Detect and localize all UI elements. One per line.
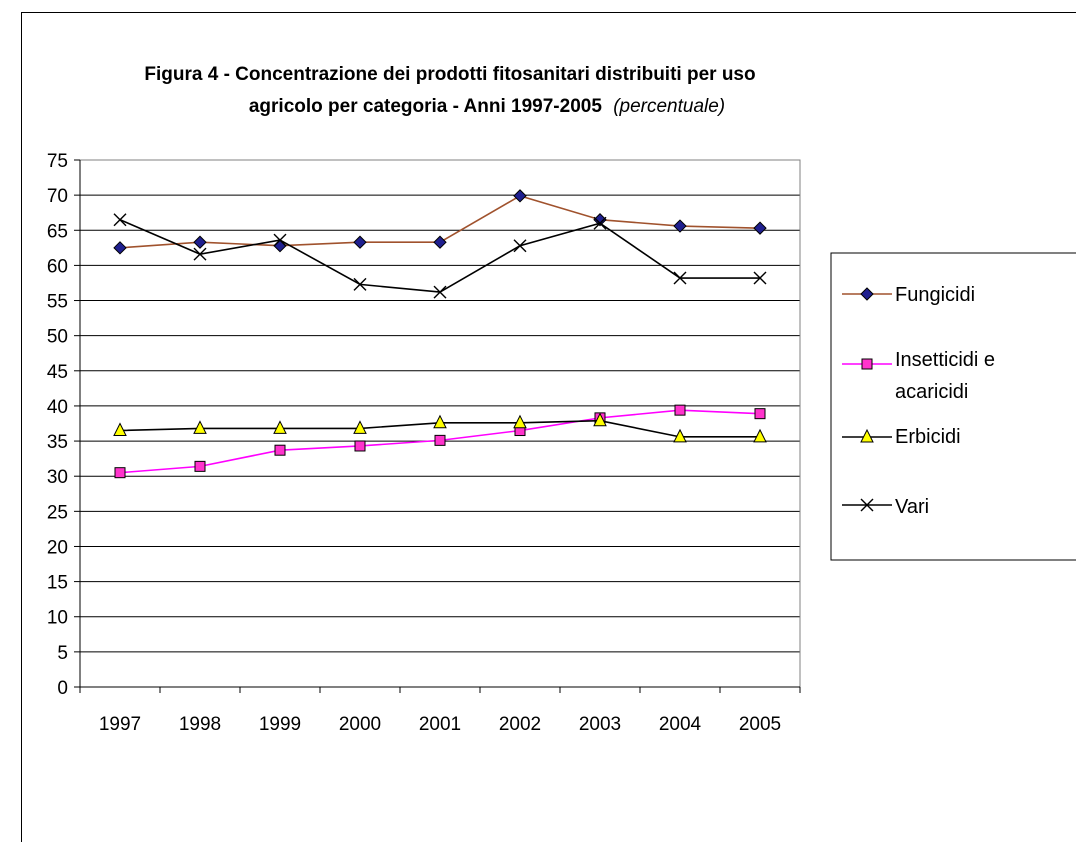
point-erbicidi-2005 — [753, 428, 767, 443]
point-insetticidi-e-acaricidi-1997 — [114, 467, 126, 479]
x-tick-label-2005: 2005 — [739, 714, 781, 735]
y-tick-label-70: 70 — [47, 186, 68, 207]
x-axis-ticks: 1997 1998 1999 2000 2001 2002 2003 2004 2005 — [79, 687, 801, 735]
legend-marker-vari-stroke-b — [860, 498, 874, 512]
point-erbicidi-2002 — [513, 414, 527, 429]
y-tick-label-5: 5 — [57, 643, 68, 664]
point-vari-2000 — [353, 277, 367, 291]
legend-item-vari: Vari — [842, 496, 929, 518]
point-vari-1999-stroke-b — [273, 233, 287, 247]
y-tick-label-60: 60 — [47, 256, 68, 277]
series-group — [113, 189, 767, 479]
legend-label-fungicidi: Fungicidi — [895, 284, 975, 306]
x-tick-label-1999: 1999 — [259, 714, 301, 735]
point-vari-2002-stroke-b — [513, 239, 527, 253]
point-fungicidi-2001 — [433, 235, 447, 249]
point-fungicidi-1998 — [193, 235, 207, 249]
point-vari-2002 — [513, 239, 527, 253]
gridlines — [80, 159, 800, 653]
chart-title: Figura 4 - Concentrazione dei prodotti f… — [144, 64, 755, 117]
chart-frame — [21, 12, 1076, 842]
y-tick-label-0: 0 — [57, 678, 68, 699]
y-tick-label-20: 20 — [47, 537, 68, 558]
legend-marker-insetticidi-e-acaricidi — [861, 358, 873, 370]
point-insetticidi-e-acaricidi-1998 — [194, 460, 206, 472]
point-vari-1999 — [273, 233, 287, 247]
x-tick-label-2002: 2002 — [499, 714, 541, 735]
point-insetticidi-e-acaricidi-2005 — [754, 408, 766, 420]
point-insetticidi-e-acaricidi-2004 — [674, 404, 686, 416]
legend-marker-erbicidi — [860, 428, 874, 443]
legend-label-erbicidi: Erbicidi — [895, 426, 961, 448]
point-fungicidi-2000 — [353, 235, 367, 249]
y-tick-label-10: 10 — [47, 608, 68, 629]
point-erbicidi-1997 — [113, 422, 127, 437]
legend-label-insetticidi-e-acaricidi: Insetticidi e — [895, 349, 995, 371]
x-tick-label-2004: 2004 — [659, 714, 702, 735]
legend-box — [830, 252, 1076, 561]
legend-item-fungicidi: Fungicidi — [842, 284, 975, 306]
point-vari-2005 — [753, 271, 767, 285]
title-line-1: Figura 4 - Concentrazione dei prodotti f… — [144, 64, 755, 85]
x-tick-label-2001: 2001 — [419, 714, 461, 735]
y-axis-ticks: 0 5 10 15 20 25 30 35 40 45 50 55 60 65 70 75 — [47, 151, 80, 699]
point-insetticidi-e-acaricidi-2001 — [434, 434, 446, 446]
y-tick-label-35: 35 — [47, 432, 68, 453]
point-erbicidi-1999 — [273, 420, 287, 434]
point-fungicidi-1997 — [113, 241, 127, 255]
legend-item-insetticidi-e-acaricidi: Insetticidi e acaricidi — [842, 349, 995, 403]
y-tick-label-25: 25 — [47, 502, 68, 523]
point-vari-2004-stroke-b — [673, 271, 687, 285]
point-vari-2004 — [673, 271, 687, 285]
x-tick-label-2003: 2003 — [579, 714, 621, 735]
legend-label-insetticidi-e-acaricidi-1: acaricidi — [895, 381, 968, 403]
title-line-2-main: agricolo per categoria - Anni 1997-2005 — [249, 96, 602, 117]
legend-marker-vari — [860, 498, 874, 512]
legend-item-erbicidi: Erbicidi — [842, 426, 961, 448]
legend-label-vari: Vari — [895, 496, 929, 518]
legend: Fungicidi Insetticidi e acaricidi Erbicidi V… — [830, 252, 1076, 561]
point-vari-2001 — [433, 285, 447, 299]
point-fungicidi-2004 — [673, 219, 687, 233]
point-erbicidi-2004 — [673, 428, 687, 443]
axes — [79, 159, 801, 688]
point-vari-2001-stroke-b — [433, 285, 447, 299]
point-vari-1997-stroke-b — [113, 213, 127, 227]
title-unit: (percentuale) — [613, 96, 725, 117]
series-vari — [113, 213, 767, 299]
point-insetticidi-e-acaricidi-2000 — [354, 440, 366, 452]
y-tick-label-30: 30 — [47, 467, 68, 488]
point-vari-1997 — [113, 213, 127, 227]
title-line-2: agricolo per categoria - Anni 1997-2005 … — [249, 96, 725, 117]
point-vari-2005-stroke-b — [753, 271, 767, 285]
series-erbicidi — [113, 412, 767, 443]
y-tick-label-50: 50 — [47, 327, 68, 348]
point-vari-1998-stroke-b — [193, 247, 207, 261]
point-vari-2003-stroke-b — [593, 216, 607, 230]
y-tick-label-75: 75 — [47, 151, 68, 172]
y-tick-label-15: 15 — [47, 573, 68, 594]
point-fungicidi-2005 — [753, 221, 767, 235]
legend-marker-fungicidi — [860, 287, 874, 301]
point-vari-2000-stroke-b — [353, 277, 367, 291]
series-fungicidi — [113, 189, 767, 255]
point-vari-1998 — [193, 247, 207, 261]
y-tick-label-55: 55 — [47, 292, 68, 313]
point-erbicidi-2003 — [593, 412, 607, 427]
y-tick-label-40: 40 — [47, 397, 68, 418]
point-erbicidi-2001 — [433, 414, 447, 429]
point-erbicidi-1998 — [193, 420, 207, 434]
x-tick-label-1997: 1997 — [99, 714, 141, 735]
point-erbicidi-2000 — [353, 420, 367, 434]
point-vari-2003 — [593, 216, 607, 230]
y-tick-label-65: 65 — [47, 221, 68, 242]
point-fungicidi-2002 — [513, 189, 527, 203]
point-fungicidi-2003 — [593, 213, 607, 227]
x-tick-label-2000: 2000 — [339, 714, 381, 735]
x-tick-label-1998: 1998 — [179, 714, 221, 735]
y-tick-label-45: 45 — [47, 362, 68, 383]
point-insetticidi-e-acaricidi-1999 — [274, 444, 286, 456]
